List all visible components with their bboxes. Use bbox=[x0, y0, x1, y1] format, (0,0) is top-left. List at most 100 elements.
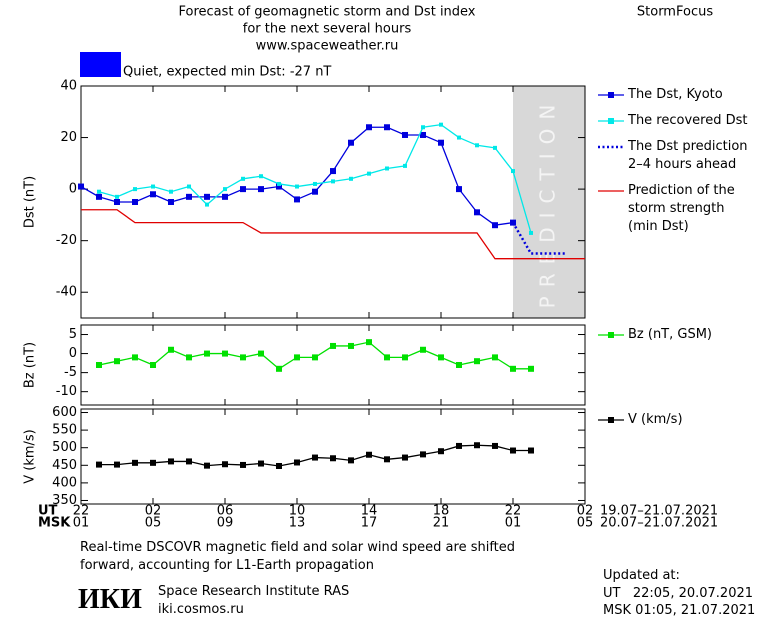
data-point bbox=[312, 354, 318, 361]
x-tick-label: 18 bbox=[433, 504, 450, 519]
data-point bbox=[96, 362, 102, 368]
data-point bbox=[474, 209, 480, 216]
data-point bbox=[168, 346, 174, 353]
x-tick-label: 14 bbox=[361, 504, 378, 519]
data-point bbox=[366, 451, 372, 458]
y-tick-label: 20 bbox=[60, 130, 77, 145]
data-point bbox=[186, 458, 192, 465]
data-point bbox=[294, 459, 300, 466]
legend-label: Prediction of the storm strength (min Ds… bbox=[628, 183, 735, 234]
x2-tick-label: 01 bbox=[73, 516, 90, 531]
data-point bbox=[115, 194, 119, 199]
data-point bbox=[204, 350, 210, 357]
updated-line: UT 22:05, 20.07.2021 bbox=[603, 586, 754, 601]
x2-tick-label: 09 bbox=[217, 516, 234, 531]
data-point bbox=[295, 184, 299, 189]
data-point bbox=[330, 455, 336, 462]
data-point bbox=[384, 124, 390, 131]
data-point bbox=[258, 460, 264, 467]
x2-tick-label: 05 bbox=[145, 516, 162, 531]
y-axis-title: Bz (nT) bbox=[23, 342, 38, 388]
data-point bbox=[402, 131, 408, 138]
data-point bbox=[312, 454, 318, 461]
series-line bbox=[511, 221, 567, 255]
data-point bbox=[150, 362, 156, 368]
data-point bbox=[348, 342, 354, 349]
status-text: Quiet, expected min Dst: -27 nT bbox=[123, 65, 331, 80]
data-point bbox=[402, 354, 408, 361]
data-point bbox=[403, 163, 407, 168]
data-point bbox=[348, 139, 354, 146]
data-point bbox=[132, 354, 138, 361]
data-point bbox=[222, 350, 228, 357]
data-point bbox=[258, 186, 264, 193]
data-point bbox=[294, 196, 300, 203]
data-point bbox=[276, 183, 282, 190]
data-point bbox=[420, 346, 426, 353]
y-tick-label: -20 bbox=[56, 233, 77, 248]
data-point bbox=[150, 459, 156, 466]
data-point bbox=[420, 131, 426, 138]
legend-label: The recovered Dst bbox=[628, 113, 748, 128]
data-point bbox=[492, 442, 498, 449]
brand: StormFocus bbox=[637, 5, 713, 20]
data-point bbox=[511, 169, 515, 174]
title-line: www.spaceweather.ru bbox=[256, 39, 399, 54]
time-row-label: MSK bbox=[38, 516, 71, 531]
series-line bbox=[80, 126, 514, 226]
data-point bbox=[331, 179, 335, 184]
x-tick-label: 06 bbox=[217, 504, 234, 519]
data-point bbox=[114, 199, 120, 205]
legend-label: V (km/s) bbox=[628, 412, 683, 427]
x2-tick-label: 05 bbox=[577, 516, 594, 531]
x2-tick-label: 01 bbox=[505, 516, 522, 531]
series-line bbox=[98, 123, 532, 234]
data-point bbox=[240, 186, 246, 193]
y-tick-label: 550 bbox=[52, 423, 77, 438]
data-point bbox=[475, 143, 479, 148]
y-tick-label: 350 bbox=[52, 493, 77, 508]
data-point bbox=[421, 125, 425, 130]
title-line: Forecast of geomagnetic storm and Dst in… bbox=[178, 5, 475, 20]
x2-tick-label: 13 bbox=[289, 516, 306, 531]
data-point bbox=[186, 354, 192, 361]
title-line: for the next several hours bbox=[243, 22, 412, 37]
updated-title: Updated at: bbox=[603, 568, 680, 583]
data-point bbox=[529, 230, 533, 235]
x2-tick-label: 21 bbox=[433, 516, 450, 531]
y-tick-label: -40 bbox=[56, 285, 77, 300]
data-point bbox=[151, 184, 155, 189]
data-point bbox=[510, 447, 516, 454]
y-tick-label: 5 bbox=[69, 327, 77, 342]
data-point bbox=[132, 459, 138, 466]
data-point bbox=[133, 187, 137, 192]
plot-frame bbox=[80, 324, 586, 406]
y-tick-label: 0 bbox=[69, 182, 77, 197]
y-tick-label: 40 bbox=[60, 79, 77, 94]
time-row-label: UT bbox=[38, 504, 58, 519]
plot-frame bbox=[80, 408, 586, 505]
legend-label: Bz (nT, GSM) bbox=[628, 327, 713, 342]
y-axis-title: V (km/s) bbox=[23, 429, 38, 484]
data-point bbox=[385, 166, 389, 171]
data-point bbox=[366, 124, 372, 131]
data-point bbox=[366, 339, 372, 346]
data-point bbox=[348, 457, 354, 464]
data-point bbox=[294, 354, 300, 361]
data-point bbox=[402, 454, 408, 461]
data-point bbox=[114, 358, 120, 365]
plot-frame bbox=[80, 85, 586, 319]
y-axis-title: Dst (nT) bbox=[23, 176, 38, 228]
data-point bbox=[276, 365, 282, 372]
data-point bbox=[439, 122, 443, 127]
y-tick-label: -10 bbox=[56, 384, 77, 399]
x-tick-label: 22 bbox=[505, 504, 522, 519]
time-row-range: 19.07–21.07.2021 bbox=[600, 504, 718, 519]
data-point bbox=[222, 193, 228, 200]
data-point bbox=[528, 365, 534, 372]
data-point bbox=[168, 458, 174, 465]
data-point bbox=[330, 168, 336, 175]
data-point bbox=[132, 199, 138, 205]
data-point bbox=[186, 193, 192, 200]
